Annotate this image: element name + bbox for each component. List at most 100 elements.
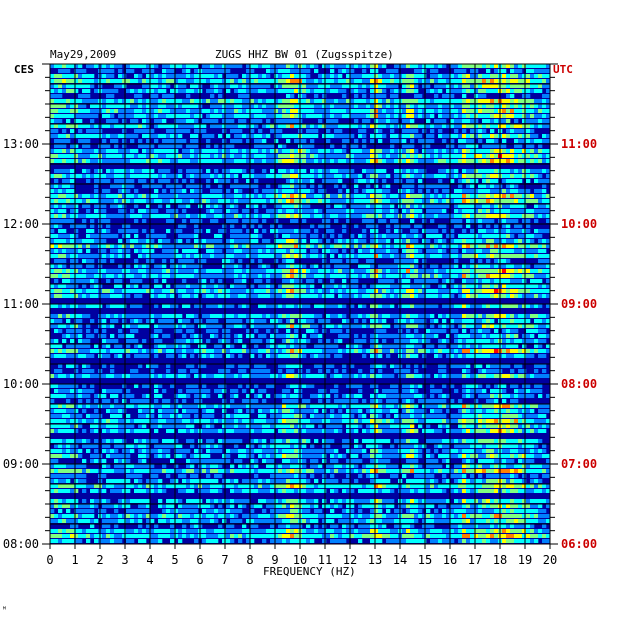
heat-cell bbox=[154, 279, 159, 283]
heat-cell bbox=[326, 134, 331, 138]
heat-cell bbox=[62, 234, 67, 238]
heat-cell bbox=[130, 139, 135, 143]
heat-cell bbox=[170, 79, 175, 83]
heat-cell bbox=[150, 74, 155, 78]
heat-cell bbox=[226, 104, 231, 108]
heat-cell bbox=[242, 89, 247, 93]
heat-cell bbox=[390, 154, 395, 158]
heat-cell bbox=[162, 104, 167, 108]
heat-cell bbox=[362, 239, 367, 243]
heat-cell bbox=[222, 64, 227, 68]
heat-cell bbox=[190, 314, 195, 318]
heat-cell bbox=[522, 94, 527, 98]
heat-cell bbox=[170, 209, 175, 213]
heat-cell bbox=[290, 114, 295, 118]
heat-cell bbox=[506, 179, 511, 183]
heat-cell bbox=[454, 254, 459, 258]
heat-cell bbox=[526, 179, 531, 183]
heat-cell bbox=[450, 214, 455, 218]
heat-cell bbox=[454, 289, 459, 293]
heat-cell bbox=[530, 114, 535, 118]
heat-cell bbox=[262, 124, 267, 128]
heat-cell bbox=[126, 249, 131, 253]
heat-cell bbox=[286, 269, 291, 273]
heat-cell bbox=[406, 274, 411, 278]
heat-cell bbox=[242, 94, 247, 98]
heat-cell bbox=[546, 119, 551, 123]
heat-cell bbox=[522, 89, 527, 93]
heat-cell bbox=[422, 79, 427, 83]
heat-cell bbox=[394, 169, 399, 173]
heat-cell bbox=[538, 154, 543, 158]
heat-cell bbox=[514, 199, 519, 203]
heat-cell bbox=[150, 69, 155, 73]
heat-cell bbox=[58, 74, 63, 78]
heat-cell bbox=[158, 284, 163, 288]
heat-cell bbox=[326, 249, 331, 253]
heat-cell bbox=[474, 89, 479, 93]
heat-cell bbox=[306, 179, 311, 183]
heat-cell bbox=[166, 269, 171, 273]
heat-cell bbox=[90, 114, 95, 118]
heat-cell bbox=[82, 199, 87, 203]
heat-cell bbox=[154, 79, 159, 83]
heat-cell bbox=[530, 209, 535, 213]
heat-cell bbox=[130, 184, 135, 188]
heat-cell bbox=[150, 239, 155, 243]
heat-cell bbox=[182, 79, 187, 83]
heat-cell bbox=[230, 84, 235, 88]
heat-cell bbox=[286, 254, 291, 258]
heat-cell bbox=[202, 149, 207, 153]
heat-cell bbox=[318, 279, 323, 283]
heat-cell bbox=[518, 294, 523, 298]
heat-cell bbox=[270, 174, 275, 178]
heat-cell bbox=[522, 139, 527, 143]
heat-cell bbox=[546, 294, 551, 298]
heat-cell bbox=[214, 209, 219, 213]
heat-cell bbox=[162, 89, 167, 93]
heat-cell bbox=[234, 109, 239, 113]
heat-cell bbox=[230, 149, 235, 153]
heat-cell bbox=[382, 304, 387, 308]
heat-cell bbox=[326, 274, 331, 278]
heat-cell bbox=[410, 174, 415, 178]
heat-cell bbox=[538, 89, 543, 93]
heat-cell bbox=[534, 254, 539, 258]
heat-cell bbox=[318, 199, 323, 203]
heat-cell bbox=[106, 304, 111, 308]
heat-cell bbox=[490, 109, 495, 113]
heat-cell bbox=[490, 234, 495, 238]
heat-cell bbox=[230, 249, 235, 253]
heat-cell bbox=[446, 314, 451, 318]
heat-cell bbox=[406, 109, 411, 113]
heat-cell bbox=[322, 89, 327, 93]
heat-cell bbox=[66, 304, 71, 308]
heat-cell bbox=[366, 254, 371, 258]
heat-cell bbox=[214, 79, 219, 83]
heat-cell bbox=[534, 169, 539, 173]
heat-cell bbox=[222, 174, 227, 178]
heat-cell bbox=[66, 119, 71, 123]
heat-cell bbox=[402, 119, 407, 123]
heat-cell bbox=[166, 174, 171, 178]
heat-cell bbox=[190, 249, 195, 253]
heat-cell bbox=[62, 134, 67, 138]
heat-cell bbox=[330, 154, 335, 158]
heat-cell bbox=[506, 184, 511, 188]
heat-cell bbox=[50, 149, 55, 153]
heat-cell bbox=[446, 114, 451, 118]
heat-cell bbox=[86, 314, 91, 318]
heat-cell bbox=[194, 134, 199, 138]
heat-cell bbox=[514, 179, 519, 183]
heat-cell bbox=[278, 89, 283, 93]
heat-cell bbox=[182, 119, 187, 123]
heat-cell bbox=[350, 194, 355, 198]
heat-cell bbox=[242, 169, 247, 173]
heat-cell bbox=[226, 69, 231, 73]
heat-cell bbox=[474, 269, 479, 273]
heat-cell bbox=[146, 134, 151, 138]
heat-cell bbox=[462, 104, 467, 108]
heat-cell bbox=[370, 134, 375, 138]
heat-cell bbox=[438, 109, 443, 113]
heat-cell bbox=[50, 234, 55, 238]
